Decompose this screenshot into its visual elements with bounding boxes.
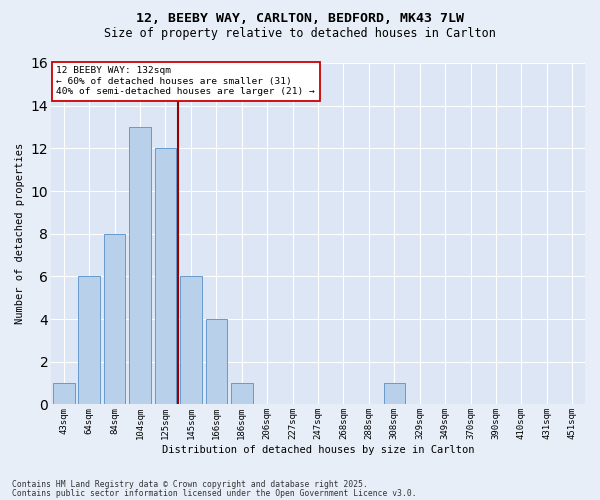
- Bar: [104, 234, 125, 404]
- Text: Contains public sector information licensed under the Open Government Licence v3: Contains public sector information licen…: [12, 490, 416, 498]
- Text: Contains HM Land Registry data © Crown copyright and database right 2025.: Contains HM Land Registry data © Crown c…: [12, 480, 368, 489]
- Y-axis label: Number of detached properties: Number of detached properties: [15, 143, 25, 324]
- Bar: [180, 276, 202, 404]
- X-axis label: Distribution of detached houses by size in Carlton: Distribution of detached houses by size …: [162, 445, 474, 455]
- Bar: [155, 148, 176, 404]
- Text: 12 BEEBY WAY: 132sqm
← 60% of detached houses are smaller (31)
40% of semi-detac: 12 BEEBY WAY: 132sqm ← 60% of detached h…: [56, 66, 315, 96]
- Text: 12, BEEBY WAY, CARLTON, BEDFORD, MK43 7LW: 12, BEEBY WAY, CARLTON, BEDFORD, MK43 7L…: [136, 12, 464, 26]
- Bar: [129, 127, 151, 404]
- Bar: [53, 383, 74, 404]
- Bar: [79, 276, 100, 404]
- Bar: [206, 319, 227, 404]
- Text: Size of property relative to detached houses in Carlton: Size of property relative to detached ho…: [104, 28, 496, 40]
- Bar: [383, 383, 405, 404]
- Bar: [231, 383, 253, 404]
